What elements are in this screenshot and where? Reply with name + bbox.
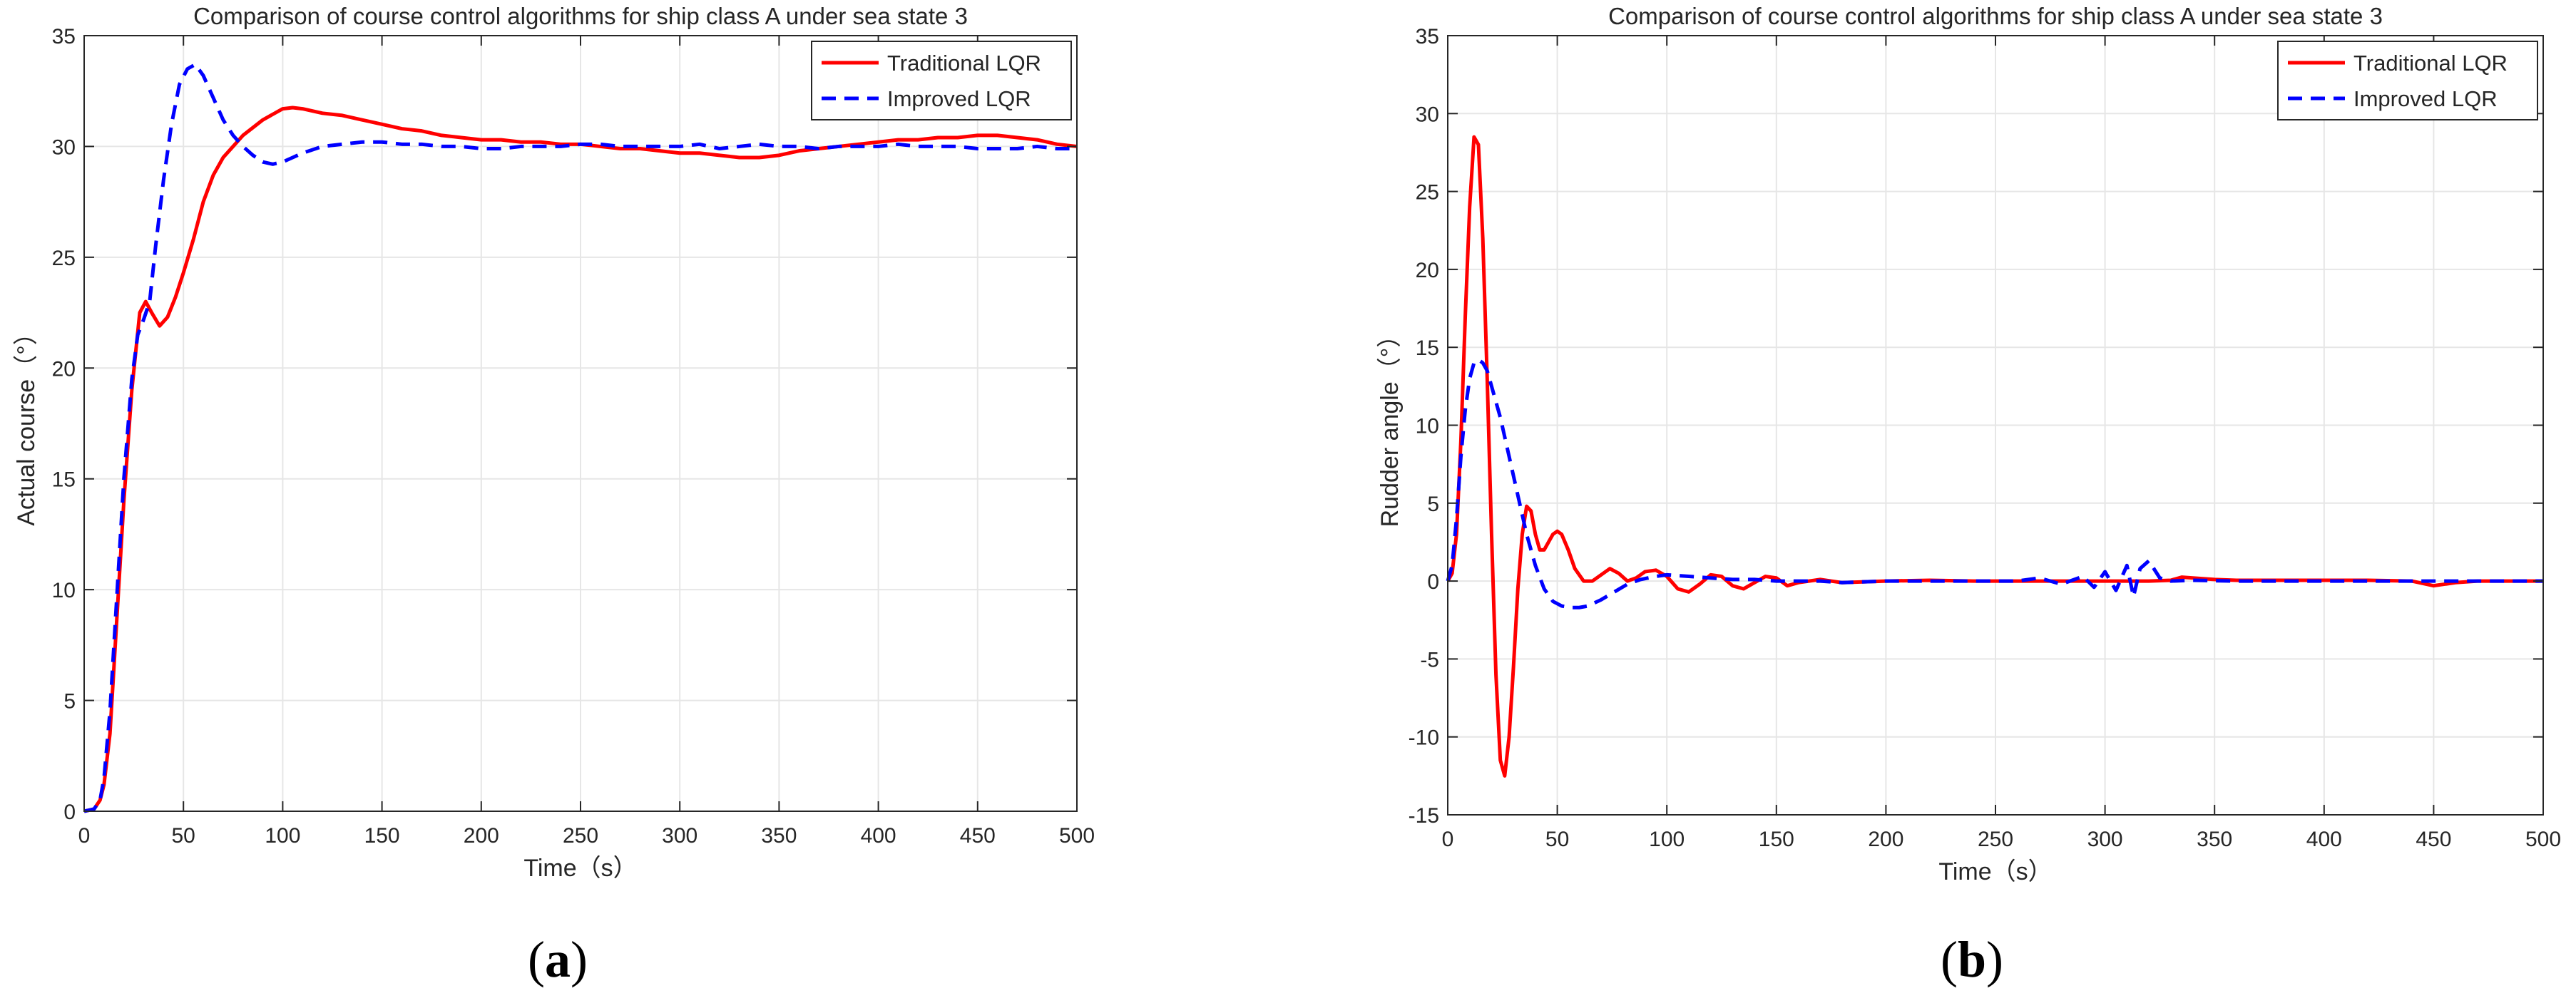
x-tick-label: 200 — [1868, 828, 1903, 851]
legend-box — [2277, 41, 2538, 120]
y-tick-label: 0 — [1427, 570, 1439, 594]
y-tick-label: 15 — [1416, 336, 1439, 360]
x-tick-label: 450 — [960, 824, 996, 848]
chart-title: Comparison of course control algorithms … — [193, 3, 968, 29]
chart-panel-b: 0 50 100 150 200 250 300 350 400 450 500 -15 -10 -5 0 5… — [1376, 3, 2561, 988]
y-axis-label: Rudder angle（°） — [1376, 324, 1404, 528]
x-tick-label: 0 — [1442, 828, 1454, 851]
y-tick-label: -15 — [1409, 804, 1439, 828]
y-tick-label: 0 — [63, 801, 76, 824]
y-tick-label: 20 — [1416, 259, 1439, 282]
y-tick-label: 5 — [63, 690, 76, 714]
panel-label: (b) — [1941, 931, 2003, 988]
legend-box — [811, 41, 1072, 120]
x-tick-label: 150 — [364, 824, 400, 848]
y-tick-label: 25 — [52, 247, 76, 270]
y-tick-label: 25 — [1416, 181, 1439, 205]
x-tick-label: 50 — [1545, 828, 1569, 851]
x-tick-label: 350 — [2197, 828, 2232, 851]
chart-title: Comparison of course control algorithms … — [1608, 3, 2383, 29]
y-tick-label: 15 — [52, 468, 76, 492]
x-tick-label: 400 — [861, 824, 896, 848]
y-tick-label: 35 — [1416, 25, 1439, 48]
x-tick-label: 100 — [1649, 828, 1685, 851]
x-tick-label: 250 — [1978, 828, 2013, 851]
x-tick-label: 450 — [2416, 828, 2451, 851]
x-tick-label: 50 — [172, 824, 195, 848]
y-axis-label: Actual course（°） — [13, 321, 40, 526]
x-axis-label: Time（s） — [523, 855, 637, 882]
legend-label-traditional-lqr: Traditional LQR — [2353, 51, 2508, 76]
y-tick-label: 10 — [52, 579, 76, 602]
y-tick-label: 20 — [52, 357, 76, 381]
series-line-improved-lqr — [1446, 358, 2543, 610]
legend-label-improved-lqr: Improved LQR — [887, 86, 1031, 111]
x-tick-label: 300 — [662, 824, 697, 848]
x-tick-label: 500 — [2525, 828, 2561, 851]
y-tick-label: 35 — [52, 25, 76, 48]
y-tick-label: 10 — [1416, 415, 1439, 438]
x-tick-label: 150 — [1759, 828, 1794, 851]
series-line-traditional-lqr — [83, 106, 1078, 813]
y-tick-label: 30 — [52, 135, 76, 159]
y-tick-label: 30 — [1416, 103, 1439, 126]
x-tick-label: 350 — [761, 824, 797, 848]
x-tick-label: 0 — [78, 824, 91, 848]
legend-label-traditional-lqr: Traditional LQR — [887, 51, 1041, 76]
x-tick-label: 250 — [563, 824, 598, 848]
x-tick-label: 500 — [1059, 824, 1095, 848]
x-tick-label: 200 — [464, 824, 499, 848]
y-tick-label: 5 — [1427, 493, 1439, 516]
series-line-traditional-lqr — [1446, 135, 2543, 778]
y-tick-label: -5 — [1420, 648, 1439, 672]
grid-lines — [1448, 36, 2543, 815]
grid-lines — [84, 36, 1077, 811]
legend: Traditional LQR Improved LQR — [2277, 41, 2538, 120]
panel-label: (a) — [528, 931, 588, 988]
series-line-improved-lqr — [83, 62, 1077, 813]
x-tick-label: 100 — [265, 824, 300, 848]
x-tick-label: 400 — [2306, 828, 2342, 851]
legend: Traditional LQR Improved LQR — [811, 41, 1072, 120]
x-tick-label: 300 — [2087, 828, 2123, 851]
legend-label-improved-lqr: Improved LQR — [2353, 86, 2498, 111]
x-axis-label: Time（s） — [1938, 858, 2052, 885]
y-tick-label: -10 — [1409, 726, 1439, 750]
chart-panel-a: 0 50 100 150 200 250 300 350 400 450 500 0 5 10 15 20 25… — [13, 3, 1095, 988]
